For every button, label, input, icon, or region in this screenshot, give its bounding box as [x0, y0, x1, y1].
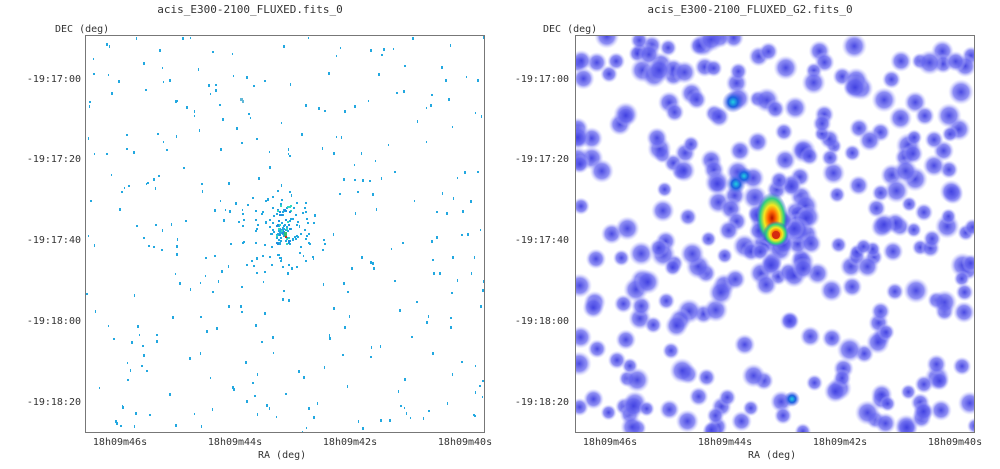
x-tick-label: 18h09m44s [697, 437, 753, 448]
y-tick-label: -19:17:40 [26, 235, 81, 246]
x-tick-label: 18h09m40s [437, 437, 493, 448]
x-tick-label: 18h09m42s [812, 437, 868, 448]
x-tick-label: 18h09m46s [92, 437, 148, 448]
panel-title: acis_E300-2100_FLUXED.fits_0 [157, 3, 343, 16]
y-tick-label: -19:17:00 [514, 74, 569, 85]
x-tick-label: 18h09m44s [207, 437, 263, 448]
x-tick-label: 18h09m40s [927, 437, 983, 448]
x-axis-label: RA (deg) [258, 450, 307, 461]
y-tick-label: -19:17:20 [26, 154, 81, 165]
panel-title: acis_E300-2100_FLUXED_G2.fits_0 [647, 3, 853, 16]
left-panel: acis_E300-2100_FLUXED.fits_0 DEC (deg) -… [26, 3, 492, 461]
y-tick-label: -19:17:40 [514, 235, 569, 246]
y-tick-label: -19:18:00 [514, 316, 569, 327]
sparse-photon-map [86, 36, 484, 432]
y-tick-label: -19:17:00 [26, 74, 81, 85]
y-tick-label: -19:18:20 [514, 397, 569, 408]
y-tick-label: -19:18:20 [26, 397, 81, 408]
y-axis-label: DEC (deg) [543, 24, 598, 35]
y-axis-label: DEC (deg) [55, 24, 110, 35]
y-tick-label: -19:17:20 [514, 154, 569, 165]
smoothed-photon-map [576, 36, 974, 432]
x-tick-label: 18h09m46s [582, 437, 638, 448]
right-panel: acis_E300-2100_FLUXED_G2.fits_0 DEC (deg… [500, 0, 1000, 469]
x-axis-label: RA (deg) [748, 450, 797, 461]
image-canvas[interactable] [85, 35, 485, 433]
y-tick-label: -19:18:00 [26, 316, 81, 327]
image-canvas[interactable] [575, 35, 975, 433]
x-tick-label: 18h09m42s [322, 437, 378, 448]
